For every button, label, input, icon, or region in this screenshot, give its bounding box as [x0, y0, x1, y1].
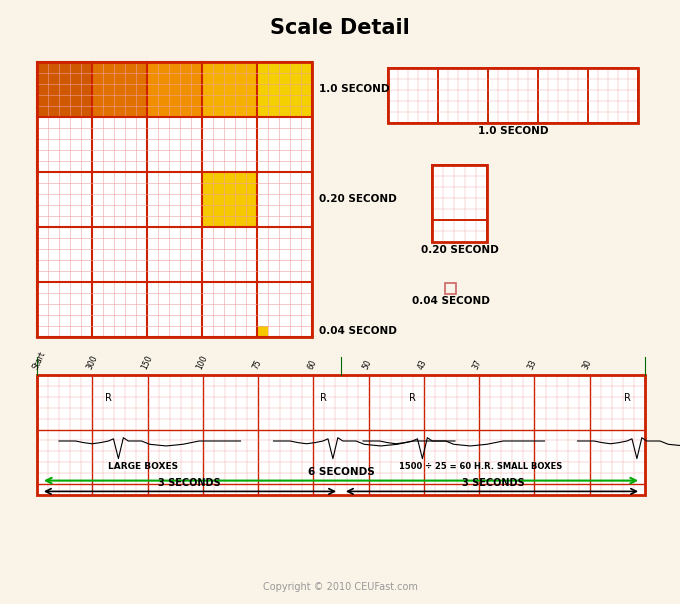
Text: 33: 33: [526, 358, 538, 371]
Text: R: R: [624, 393, 630, 403]
Bar: [37, 375, 645, 495]
Bar: [37, 62, 92, 117]
Bar: [257, 326, 268, 337]
Bar: [92, 62, 147, 117]
Bar: [432, 165, 487, 242]
Text: 0.04 SECOND: 0.04 SECOND: [319, 327, 397, 336]
Text: LARGE BOXES: LARGE BOXES: [108, 461, 178, 471]
Text: 50: 50: [361, 358, 373, 371]
Bar: [37, 62, 312, 337]
Text: 0.04 SECOND: 0.04 SECOND: [411, 296, 490, 306]
Text: 37: 37: [471, 358, 483, 371]
Text: 1.0 SECOND: 1.0 SECOND: [478, 126, 548, 136]
Bar: [388, 68, 638, 123]
Text: 0.20 SECOND: 0.20 SECOND: [319, 194, 396, 205]
Bar: [202, 172, 257, 227]
Text: Copyright © 2010 CEUFast.com: Copyright © 2010 CEUFast.com: [262, 582, 418, 592]
Bar: [37, 62, 312, 337]
Text: 75: 75: [251, 358, 263, 371]
Text: 0.20 SECOND: 0.20 SECOND: [421, 245, 498, 255]
Text: 150: 150: [140, 354, 154, 371]
Text: R: R: [409, 393, 416, 403]
Text: 1.0 SECOND: 1.0 SECOND: [319, 85, 390, 94]
Text: 60: 60: [306, 358, 318, 371]
Bar: [388, 68, 638, 123]
Text: 300: 300: [85, 354, 99, 371]
Bar: [257, 62, 312, 117]
Bar: [202, 62, 257, 117]
Text: 30: 30: [581, 358, 593, 371]
Bar: [445, 283, 456, 294]
Bar: [37, 375, 645, 495]
Text: 3 SECONDS: 3 SECONDS: [462, 478, 524, 489]
Bar: [432, 165, 487, 242]
Text: Start: Start: [31, 350, 47, 371]
Text: Scale Detail: Scale Detail: [270, 18, 410, 38]
Text: R: R: [105, 393, 112, 403]
Text: 3 SECONDS: 3 SECONDS: [158, 478, 220, 489]
Bar: [147, 62, 202, 117]
Text: 100: 100: [195, 354, 209, 371]
Text: 6 SECONDS: 6 SECONDS: [307, 467, 375, 477]
Text: 1500 ÷ 25 = 60 H.R. SMALL BOXES: 1500 ÷ 25 = 60 H.R. SMALL BOXES: [399, 461, 562, 471]
Text: R: R: [320, 393, 326, 403]
Text: 43: 43: [416, 358, 428, 371]
